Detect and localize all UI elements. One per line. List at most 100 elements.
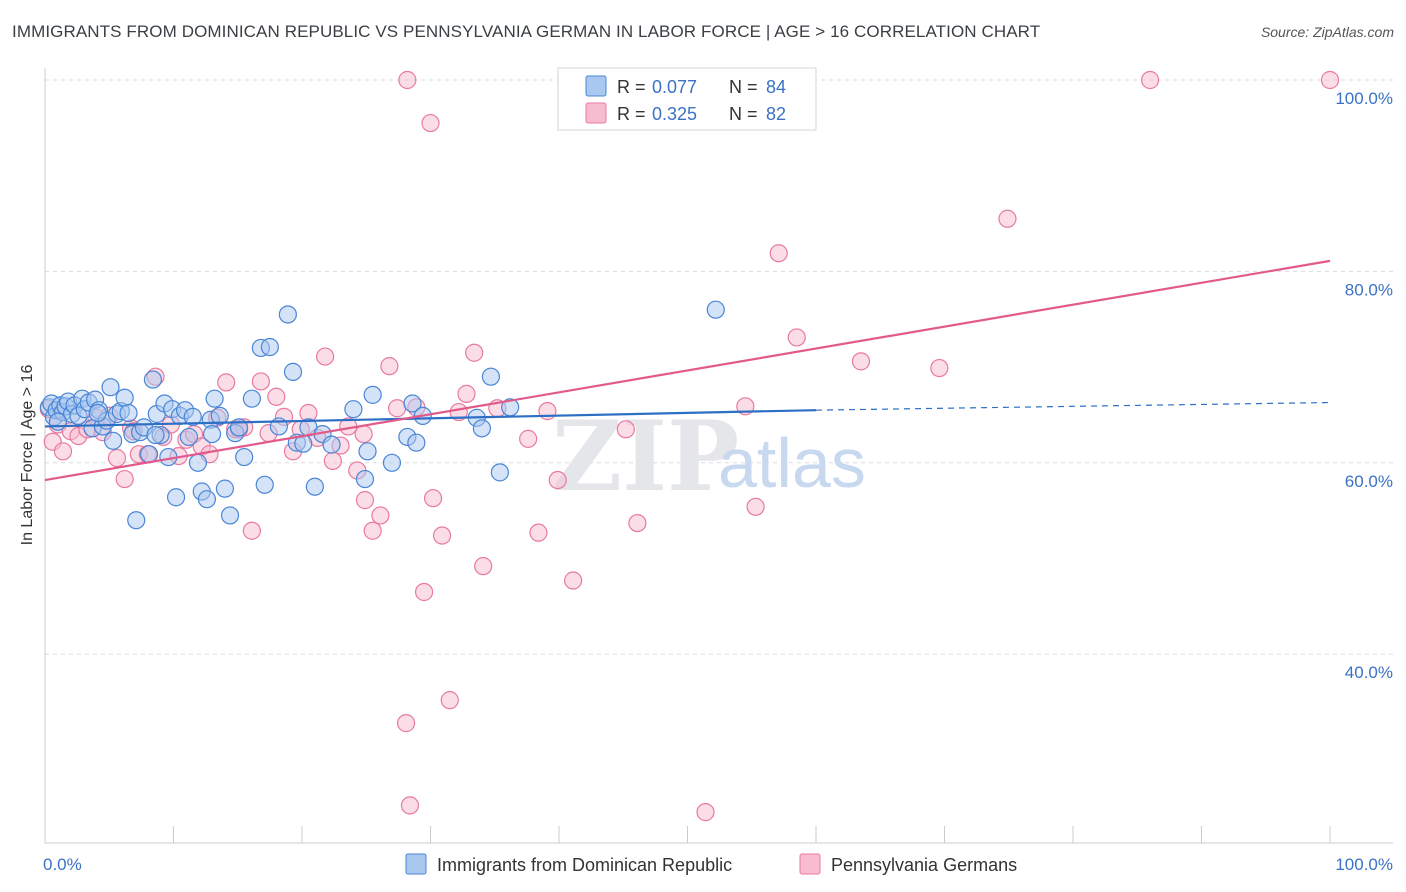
point-dominican-republic bbox=[48, 412, 67, 431]
point-dominican-republic bbox=[363, 385, 382, 404]
point-dominican-republic bbox=[235, 447, 254, 467]
point-pennsylvania-germans bbox=[355, 491, 375, 510]
point-dominican-republic bbox=[179, 427, 199, 447]
bottom-legend-label-1: Immigrants from Dominican Republic bbox=[437, 855, 732, 875]
trend-line-dominican-republic bbox=[44, 409, 817, 428]
y-tick-label: 80.0% bbox=[1345, 280, 1393, 299]
point-dominican-republic bbox=[322, 435, 341, 454]
point-pennsylvania-germans bbox=[380, 357, 399, 376]
point-pennsylvania-germans bbox=[387, 399, 407, 418]
point-dominican-republic bbox=[210, 406, 229, 426]
legend-r-label-2: R = bbox=[617, 104, 646, 124]
point-pennsylvania-germans bbox=[457, 384, 476, 403]
point-pennsylvania-germans bbox=[432, 526, 452, 545]
point-dominican-republic bbox=[197, 490, 217, 509]
point-pennsylvania-germans bbox=[564, 571, 583, 590]
legend-r-value-2: 0.325 bbox=[652, 104, 697, 124]
point-pennsylvania-germans bbox=[354, 424, 373, 444]
point-pennsylvania-germans bbox=[769, 244, 788, 263]
point-pennsylvania-germans bbox=[421, 113, 440, 133]
source-label: Source: ZipAtlas.com bbox=[1260, 24, 1394, 40]
series-dominican-republic bbox=[39, 300, 725, 530]
y-tick-label: 100.0% bbox=[1335, 89, 1393, 108]
point-pennsylvania-germans bbox=[851, 352, 871, 371]
point-pennsylvania-germans bbox=[465, 343, 484, 362]
point-pennsylvania-germans bbox=[316, 347, 335, 366]
y-tick-label: 40.0% bbox=[1345, 663, 1393, 682]
point-pennsylvania-germans bbox=[538, 402, 557, 421]
legend-n-label-2: N = bbox=[729, 104, 758, 124]
point-pennsylvania-germans bbox=[529, 523, 548, 542]
legend-n-value-1: 84 bbox=[766, 77, 786, 97]
point-pennsylvania-germans bbox=[696, 803, 715, 822]
point-dominican-republic bbox=[166, 488, 186, 507]
point-dominican-republic bbox=[355, 469, 375, 489]
point-pennsylvania-germans bbox=[251, 372, 270, 391]
point-pennsylvania-germans bbox=[371, 506, 390, 525]
trend-lines bbox=[44, 259, 1331, 482]
point-pennsylvania-germans bbox=[53, 442, 73, 461]
point-dominican-republic bbox=[88, 403, 107, 423]
point-dominican-republic bbox=[344, 400, 363, 419]
point-pennsylvania-germans bbox=[440, 691, 459, 710]
point-dominican-republic bbox=[283, 362, 303, 381]
point-dominican-republic bbox=[403, 394, 422, 413]
point-dominican-republic bbox=[706, 300, 725, 319]
x-tick-label: 100.0% bbox=[1335, 855, 1393, 874]
point-dominican-republic bbox=[472, 419, 491, 438]
point-pennsylvania-germans bbox=[628, 513, 647, 533]
axes bbox=[44, 68, 1393, 844]
legend-swatch-blue bbox=[585, 75, 607, 97]
point-dominican-republic bbox=[305, 477, 324, 496]
point-dominican-republic bbox=[143, 370, 163, 389]
point-pennsylvania-germans bbox=[217, 373, 236, 392]
point-pennsylvania-germans bbox=[414, 582, 434, 602]
legend-r-value-1: 0.077 bbox=[652, 77, 697, 97]
bottom-legend-swatch-pink bbox=[799, 853, 821, 875]
point-dominican-republic bbox=[101, 378, 120, 397]
trend-line-pennsylvania-germans bbox=[44, 259, 1331, 482]
point-pennsylvania-germans bbox=[107, 448, 127, 468]
point-dominican-republic bbox=[139, 445, 159, 464]
point-pennsylvania-germans bbox=[548, 470, 567, 490]
point-pennsylvania-germans bbox=[1140, 70, 1160, 90]
legend-n-value-2: 82 bbox=[766, 104, 786, 124]
point-dominican-republic bbox=[205, 389, 224, 408]
bottom-legend-swatch-blue bbox=[405, 853, 427, 875]
bottom-legend-label-2: Pennsylvania Germans bbox=[831, 855, 1017, 875]
bottom-legend: Immigrants from Dominican Republic Penns… bbox=[405, 853, 1017, 875]
point-dominican-republic bbox=[490, 463, 509, 482]
tick-labels: 40.0% 60.0% 80.0% 100.0% 0.0% 100.0% bbox=[43, 89, 1393, 874]
point-pennsylvania-germans bbox=[930, 358, 949, 378]
point-pennsylvania-germans bbox=[363, 521, 382, 540]
point-pennsylvania-germans bbox=[519, 429, 538, 448]
point-dominican-republic bbox=[215, 479, 234, 498]
point-pennsylvania-germans bbox=[267, 387, 286, 406]
point-dominican-republic bbox=[260, 337, 279, 357]
point-pennsylvania-germans bbox=[400, 796, 420, 815]
point-dominican-republic bbox=[119, 403, 138, 423]
point-pennsylvania-germans bbox=[242, 521, 261, 540]
legend-r-label-1: R = bbox=[617, 77, 646, 97]
point-dominican-republic bbox=[220, 506, 240, 525]
point-pennsylvania-germans bbox=[398, 70, 417, 90]
point-dominican-republic bbox=[481, 367, 500, 386]
point-pennsylvania-germans bbox=[787, 328, 806, 347]
chart-title: IMMIGRANTS FROM DOMINICAN REPUBLIC VS PE… bbox=[12, 22, 1041, 41]
watermark-atlas: atlas bbox=[718, 424, 866, 502]
point-dominican-republic bbox=[407, 433, 426, 452]
legend: R = 0.077 N = 84 R = 0.325 N = 82 bbox=[557, 67, 817, 131]
point-dominican-republic bbox=[242, 389, 261, 408]
point-dominican-republic bbox=[127, 511, 146, 530]
point-dominican-republic bbox=[188, 453, 208, 472]
y-tick-label: 60.0% bbox=[1345, 472, 1393, 491]
point-dominican-republic bbox=[382, 453, 402, 472]
grid-lines bbox=[45, 79, 1393, 655]
legend-swatch-pink bbox=[585, 102, 607, 124]
point-pennsylvania-germans bbox=[474, 557, 493, 576]
point-dominican-republic bbox=[146, 425, 165, 445]
trend-extension-dominican-republic bbox=[815, 401, 1331, 411]
legend-n-label-1: N = bbox=[729, 77, 758, 97]
x-tick-label: 0.0% bbox=[43, 855, 82, 874]
